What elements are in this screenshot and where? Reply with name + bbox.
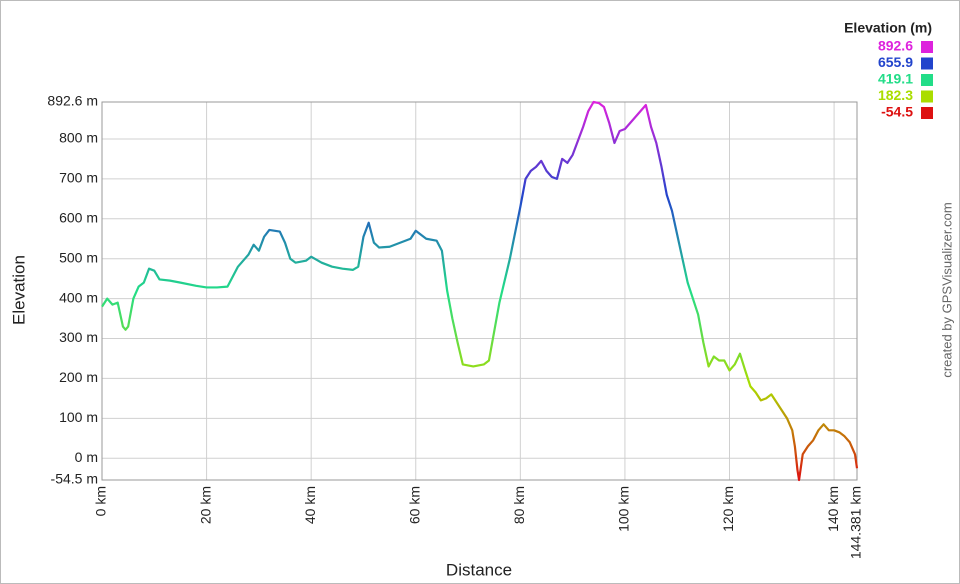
x-tick-label: 40 km — [302, 486, 318, 524]
legend-title: Elevation (m) — [844, 20, 932, 36]
y-tick-label: 200 m — [59, 369, 98, 385]
plot-border — [101, 101, 858, 481]
y-tick-label: 600 m — [59, 209, 98, 225]
x-tick-label: 0 km — [93, 486, 109, 516]
legend-label: 892.6 — [878, 38, 913, 54]
x-tick-label: 120 km — [720, 486, 736, 532]
y-axis-title: Elevation — [9, 255, 28, 325]
elevation-line — [101, 100, 859, 482]
x-tick-label: 140 km — [825, 486, 841, 532]
legend-swatch — [921, 107, 933, 119]
y-tick-label: 800 m — [59, 130, 98, 146]
y-tick-label: 400 m — [59, 289, 98, 305]
legend-swatch — [921, 41, 933, 53]
y-tick-label: 892.6 m — [47, 93, 98, 109]
legend-swatch — [921, 57, 933, 70]
y-tick-label: 100 m — [59, 409, 98, 425]
x-tick-label: 20 km — [197, 486, 213, 524]
legend-swatch — [921, 74, 933, 86]
x-tick-label: 144.381 km — [848, 486, 864, 559]
legend-label: 182.3 — [878, 87, 913, 103]
y-tick-label: 300 m — [59, 329, 98, 345]
x-axis-title: Distance — [446, 560, 512, 579]
y-tick-label: -54.5 m — [51, 471, 98, 487]
credit: created by GPSVisualizer.com — [939, 202, 954, 377]
legend-swatch — [921, 90, 933, 103]
legend-label: 655.9 — [878, 54, 913, 70]
legend-label: 419.1 — [878, 71, 913, 87]
x-tick-label: 100 km — [616, 486, 632, 532]
legend-label: -54.5 — [881, 104, 913, 120]
x-tick-label: 80 km — [511, 486, 527, 524]
y-tick-label: 700 m — [59, 170, 98, 186]
y-tick-label: 500 m — [59, 249, 98, 265]
x-tick-label: 60 km — [406, 486, 422, 524]
y-tick-label: 0 m — [75, 449, 98, 465]
